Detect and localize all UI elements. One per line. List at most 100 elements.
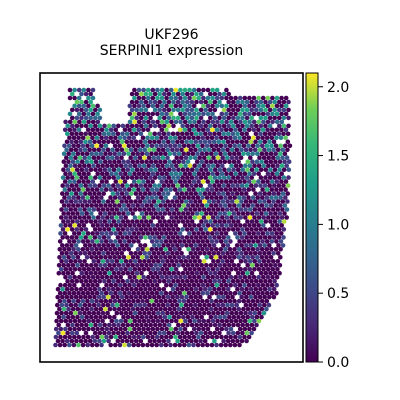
spot [111, 183, 116, 188]
spot [77, 259, 83, 264]
spot [198, 278, 204, 284]
spot [120, 235, 125, 240]
spot [156, 191, 162, 196]
spot [238, 207, 244, 212]
spot [278, 151, 283, 156]
spot [180, 175, 185, 180]
spot [147, 235, 153, 240]
spot [205, 119, 211, 125]
spot [191, 231, 197, 236]
spot [207, 227, 213, 232]
spot [214, 231, 220, 236]
spot [226, 330, 231, 336]
spot [253, 131, 259, 137]
spot [208, 270, 213, 276]
spot [135, 306, 140, 312]
spot [153, 270, 158, 276]
spot [229, 310, 235, 316]
spot [161, 183, 167, 188]
spot [77, 163, 82, 168]
spot [63, 267, 69, 272]
spot [70, 91, 75, 97]
spot [126, 247, 132, 252]
spot [112, 254, 117, 260]
spot [121, 151, 127, 156]
spot [171, 91, 176, 97]
spot [175, 294, 180, 300]
spot [206, 155, 212, 160]
spot [214, 334, 220, 340]
spot [205, 103, 211, 109]
spot [160, 199, 166, 204]
spot [147, 183, 153, 188]
spot [130, 263, 135, 268]
spot [140, 342, 146, 348]
spot [148, 211, 154, 216]
spot [200, 290, 206, 296]
spot [127, 119, 133, 125]
spot [188, 191, 194, 196]
spot [180, 107, 185, 113]
spot [242, 119, 248, 125]
spot [215, 215, 220, 220]
spot [70, 263, 76, 268]
spot [82, 302, 88, 308]
spot [86, 87, 91, 93]
spot [173, 171, 179, 176]
spot [205, 239, 210, 244]
spot [103, 143, 109, 149]
spot [130, 219, 135, 224]
spot [165, 251, 171, 256]
spot [237, 95, 243, 101]
spot [196, 87, 202, 93]
spot [110, 155, 115, 160]
spot [249, 270, 255, 276]
spot [215, 274, 220, 280]
spot [191, 187, 196, 192]
spot [151, 207, 156, 212]
spot [57, 342, 63, 348]
spot [156, 139, 162, 145]
spot [118, 267, 124, 272]
spot [102, 211, 108, 216]
spot [118, 215, 124, 220]
spot [181, 254, 186, 260]
spot [61, 167, 66, 172]
spot [282, 151, 288, 156]
spot [137, 163, 142, 168]
spot [150, 282, 155, 288]
spot [208, 306, 214, 312]
spot [264, 254, 269, 260]
spot [250, 306, 255, 312]
spot [144, 254, 150, 260]
spot [241, 135, 247, 141]
spot [182, 282, 187, 288]
spot [237, 143, 242, 149]
spot [78, 147, 83, 153]
spot [187, 127, 192, 133]
spot [144, 159, 149, 164]
spot [233, 111, 238, 117]
spot [180, 99, 185, 105]
spot [179, 243, 185, 248]
spot [149, 306, 154, 312]
spot [155, 274, 160, 280]
spot [91, 267, 96, 272]
spot [212, 91, 218, 97]
spot [217, 322, 222, 328]
spot [263, 99, 268, 105]
spot [243, 199, 249, 204]
spot [94, 135, 100, 141]
spot [233, 95, 238, 101]
spot [120, 167, 126, 172]
spot [113, 187, 118, 192]
spot [199, 263, 204, 268]
spot [243, 163, 248, 168]
spot [246, 135, 252, 141]
spot [207, 183, 213, 188]
spot [150, 179, 155, 184]
spot [219, 223, 225, 228]
spot [95, 326, 100, 332]
spot [283, 103, 289, 109]
spot [246, 187, 252, 192]
